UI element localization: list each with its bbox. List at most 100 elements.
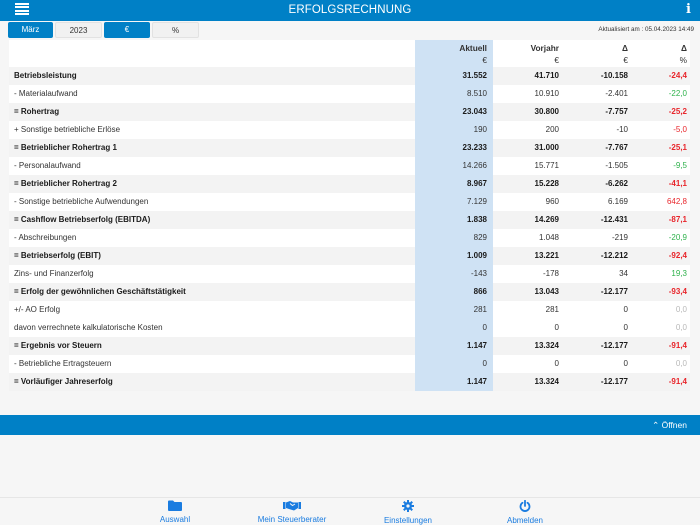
cell-delta-eur: 0 bbox=[623, 305, 628, 314]
column-header-delta-eur[interactable]: Δ € bbox=[622, 43, 628, 65]
cell-vorjahr: 13.221 bbox=[534, 251, 559, 260]
table-row[interactable]: = Cashflow Betriebserfolg (EBITDA) 1.838 1… bbox=[9, 211, 690, 229]
cell-delta-eur: -12.431 bbox=[600, 215, 628, 224]
row-label: = Erfolg der gewöhnlichen Geschäftstätig… bbox=[14, 287, 186, 296]
cell-delta-eur: 6.169 bbox=[607, 197, 628, 206]
cell-delta-eur: -12.177 bbox=[600, 341, 628, 350]
cell-delta-eur: -7.767 bbox=[605, 143, 628, 152]
cell-delta-eur: 34 bbox=[619, 269, 628, 278]
column-header-aktuell[interactable]: Aktuell € bbox=[415, 40, 493, 67]
currency-toggle[interactable]: € bbox=[104, 22, 150, 38]
cell-delta-pct: -25,1 bbox=[668, 143, 687, 152]
column-header-delta-pct[interactable]: Δ% bbox=[679, 43, 687, 65]
cell-delta-pct: -92,4 bbox=[668, 251, 687, 260]
power-icon bbox=[519, 500, 531, 512]
cell-vorjahr: 13.043 bbox=[534, 287, 559, 296]
row-label: - Materialaufwand bbox=[14, 89, 78, 98]
tab-auswahl[interactable]: Auswahl bbox=[150, 500, 200, 524]
cell-aktuell: 1.147 bbox=[415, 337, 493, 355]
open-drawer-button[interactable]: ⌃ Öffnen bbox=[652, 420, 687, 430]
cell-vorjahr: 960 bbox=[545, 197, 559, 206]
table-row[interactable]: + Sonstige betriebliche Erlöse 190 200 -10 -… bbox=[9, 121, 690, 139]
cell-aktuell: 8.510 bbox=[415, 85, 493, 103]
cell-aktuell: 1.009 bbox=[415, 247, 493, 265]
cell-delta-eur: -12.212 bbox=[600, 251, 628, 260]
cell-vorjahr: 13.324 bbox=[534, 341, 559, 350]
table-row[interactable]: = Rohertrag 23.043 30.800 -7.757 -25,2 bbox=[9, 103, 690, 121]
cell-delta-pct: -20,9 bbox=[668, 233, 687, 242]
table-row[interactable]: = Erfolg der gewöhnlichen Geschäftstätig… bbox=[9, 283, 690, 301]
table-row[interactable]: +/- AO Erfolg 281 281 0 0,0 bbox=[9, 301, 690, 319]
cell-delta-pct: 0,0 bbox=[675, 359, 687, 368]
table-row[interactable]: Betriebsleistung 31.552 41.710 -10.158 -24,4 bbox=[9, 67, 690, 85]
row-label: = Rohertrag bbox=[14, 107, 60, 116]
cell-aktuell: 281 bbox=[415, 301, 493, 319]
cell-vorjahr: 15.228 bbox=[534, 179, 559, 188]
row-label: = Ergebnis vor Steuern bbox=[14, 341, 102, 350]
table-row[interactable]: = Ergebnis vor Steuern 1.147 13.324 -12.177… bbox=[9, 337, 690, 355]
cell-vorjahr: 15.771 bbox=[534, 161, 559, 170]
cell-delta-eur: -10 bbox=[616, 125, 628, 134]
row-label: +/- AO Erfolg bbox=[14, 305, 61, 314]
cell-vorjahr: 0 bbox=[554, 359, 559, 368]
row-label: + Sonstige betriebliche Erlöse bbox=[14, 125, 121, 134]
table-row[interactable]: - Sonstige betriebliche Aufwendungen 7.12… bbox=[9, 193, 690, 211]
filter-bar: März 2023 € % Aktualisiert am : 05.04.20… bbox=[0, 21, 700, 40]
table-row[interactable]: - Betriebliche Ertragsteuern 0 0 0 0,0 bbox=[9, 355, 690, 373]
gear-icon bbox=[402, 500, 414, 512]
cell-delta-pct: -91,4 bbox=[668, 377, 687, 386]
table-row[interactable]: = Betrieblicher Rohertrag 1 23.233 31.000 -… bbox=[9, 139, 690, 157]
row-label: Betriebsleistung bbox=[14, 71, 77, 80]
column-header-vorjahr[interactable]: Vorjahr € bbox=[530, 43, 559, 65]
top-navigation-bar: ERFOLGSRECHNUNG i bbox=[0, 0, 700, 21]
cell-delta-pct: 0,0 bbox=[675, 305, 687, 314]
row-label: - Abschreibungen bbox=[14, 233, 77, 242]
table-row[interactable]: = Vorläufiger Jahreserfolg 1.147 13.324 -12… bbox=[9, 373, 690, 391]
tab-abmelden[interactable]: Abmelden bbox=[500, 500, 550, 525]
cell-delta-pct: -41,1 bbox=[668, 179, 687, 188]
cell-vorjahr: -178 bbox=[542, 269, 559, 278]
cell-delta-eur: -219 bbox=[611, 233, 628, 242]
row-label: Zins- und Finanzerfolg bbox=[14, 269, 94, 278]
tab-mein-steuerberater[interactable]: Mein Steuerberater bbox=[250, 500, 334, 524]
cell-vorjahr: 281 bbox=[545, 305, 559, 314]
cell-delta-pct: -25,2 bbox=[668, 107, 687, 116]
percent-toggle[interactable]: % bbox=[152, 22, 199, 38]
cell-delta-pct: -22,0 bbox=[668, 89, 687, 98]
tab-label: Einstellungen bbox=[383, 516, 433, 525]
table-row[interactable]: - Abschreibungen 829 1.048 -219 -20,9 bbox=[9, 229, 690, 247]
income-statement-table: Aktuell € Vorjahr € Δ € Δ% Betriebsleistung… bbox=[9, 40, 690, 391]
cell-vorjahr: 31.000 bbox=[534, 143, 559, 152]
cell-vorjahr: 10.910 bbox=[534, 89, 559, 98]
table-row[interactable]: Zins- und Finanzerfolg -143 -178 34 19,3 bbox=[9, 265, 690, 283]
cell-aktuell: 8.967 bbox=[415, 175, 493, 193]
cell-vorjahr: 0 bbox=[554, 323, 559, 332]
details-drawer-bar: ⌃ Öffnen bbox=[0, 415, 700, 435]
year-selector[interactable]: 2023 bbox=[55, 22, 102, 38]
cell-aktuell: 0 bbox=[415, 355, 493, 373]
month-selector[interactable]: März bbox=[8, 22, 53, 38]
cell-aktuell: 7.129 bbox=[415, 193, 493, 211]
table-row[interactable]: - Materialaufwand 8.510 10.910 -2.401 -22,0 bbox=[9, 85, 690, 103]
table-row[interactable]: davon verrechnete kalkulatorische Kosten… bbox=[9, 319, 690, 337]
cell-vorjahr: 41.710 bbox=[534, 71, 559, 80]
row-label: = Betriebserfolg (EBIT) bbox=[14, 251, 101, 260]
row-label: = Betrieblicher Rohertrag 1 bbox=[14, 143, 117, 152]
cell-delta-eur: -2.401 bbox=[605, 89, 628, 98]
bottom-tab-bar: Auswahl Mein Steuerberater Einstellungen… bbox=[0, 497, 700, 525]
cell-vorjahr: 200 bbox=[545, 125, 559, 134]
table-row[interactable]: = Betrieblicher Rohertrag 2 8.967 15.228 -6… bbox=[9, 175, 690, 193]
tab-einstellungen[interactable]: Einstellungen bbox=[378, 500, 438, 525]
row-label: davon verrechnete kalkulatorische Kosten bbox=[14, 323, 163, 332]
cell-delta-eur: -12.177 bbox=[600, 377, 628, 386]
cell-delta-eur: -12.177 bbox=[600, 287, 628, 296]
tab-label: Abmelden bbox=[506, 516, 544, 525]
cell-delta-pct: -93,4 bbox=[668, 287, 687, 296]
cell-aktuell: 23.043 bbox=[415, 103, 493, 121]
cell-vorjahr: 1.048 bbox=[538, 233, 559, 242]
row-label: = Betrieblicher Rohertrag 2 bbox=[14, 179, 117, 188]
hamburger-icon[interactable] bbox=[15, 3, 29, 17]
table-row[interactable]: - Personalaufwand 14.266 15.771 -1.505 -9,5 bbox=[9, 157, 690, 175]
info-icon[interactable]: i bbox=[686, 2, 691, 17]
table-row[interactable]: = Betriebserfolg (EBIT) 1.009 13.221 -12.21… bbox=[9, 247, 690, 265]
